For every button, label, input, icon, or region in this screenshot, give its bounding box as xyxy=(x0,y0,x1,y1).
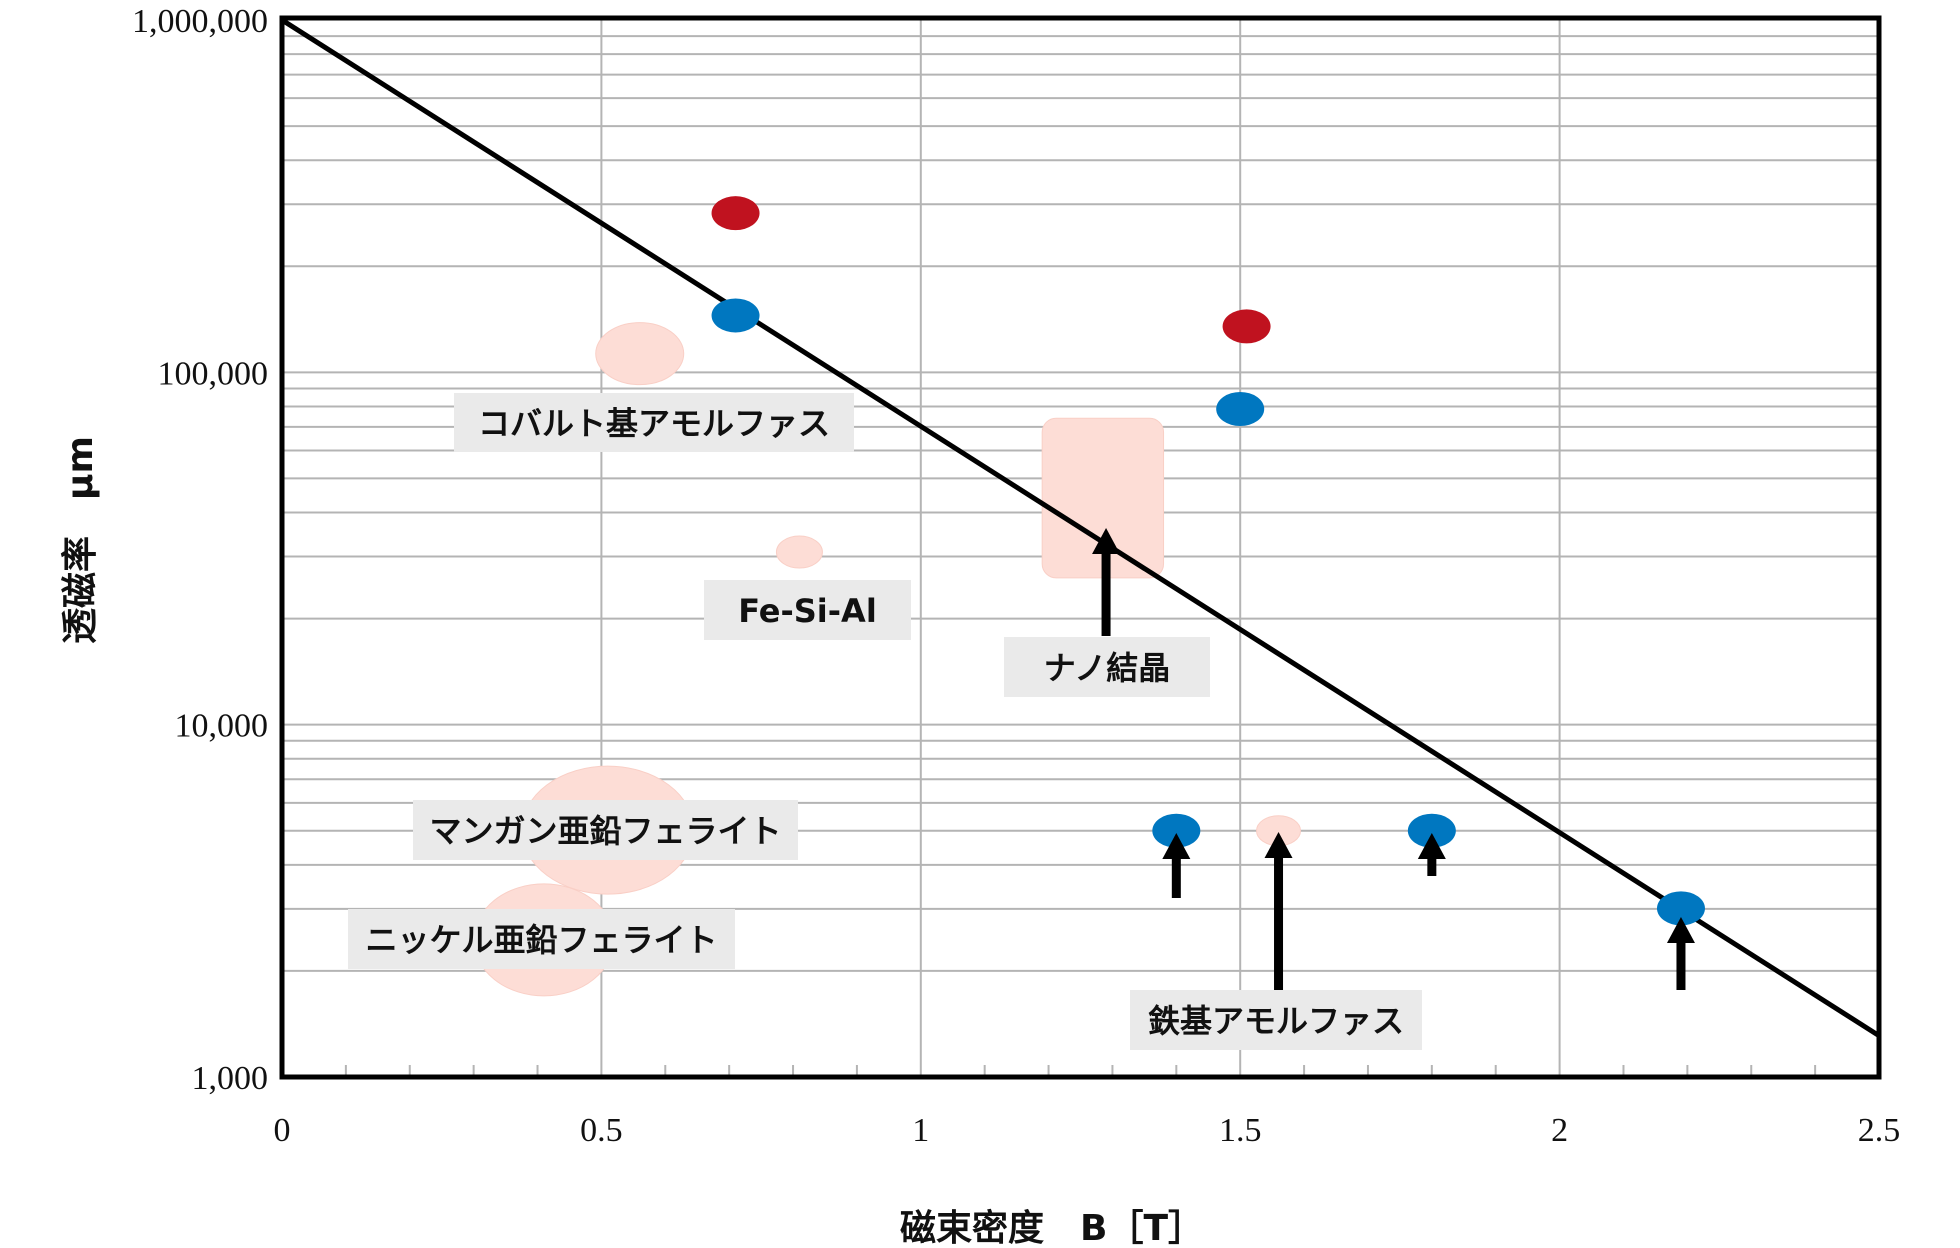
data-markers xyxy=(711,196,1705,926)
x-tick-label: 0.5 xyxy=(580,1112,623,1149)
red-marker xyxy=(711,196,760,231)
y-tick-label: 100,000 xyxy=(158,355,269,392)
red-marker xyxy=(1222,309,1271,344)
plot-border xyxy=(279,15,1882,1080)
y-tick-label: 10,000 xyxy=(175,708,269,745)
trend-line xyxy=(280,17,1881,1038)
label-box-fesial xyxy=(704,580,911,640)
plot-frame xyxy=(279,15,1882,1080)
trend-line-path xyxy=(280,17,1881,1038)
x-tick-label: 1.5 xyxy=(1219,1112,1262,1149)
y-tick-label: 1,000,000 xyxy=(132,3,268,40)
arrow-head xyxy=(1666,917,1695,943)
y-tick-label: 1,000 xyxy=(192,1060,269,1097)
region-ellipse xyxy=(595,322,685,386)
x-tick-label: 2.5 xyxy=(1858,1112,1901,1149)
x-tick-label: 0 xyxy=(274,1112,291,1149)
label-box-fe-amorphous xyxy=(1130,990,1422,1050)
blue-marker xyxy=(1407,813,1456,848)
annotation-arrows xyxy=(1092,528,1695,990)
label-box-mnzn xyxy=(413,800,798,860)
label-text-fe-amorphous: 鉄基アモルファス xyxy=(1148,1002,1404,1040)
arrow-head xyxy=(1417,833,1446,859)
label-text-fesial: Fe-Si-Al xyxy=(738,592,877,630)
label-box-cobalt xyxy=(454,393,854,452)
label-box-nizn xyxy=(348,909,735,969)
arrow-head xyxy=(1162,833,1191,859)
label-text-mnzn: マンガン亜鉛フェライト xyxy=(429,812,781,850)
y-axis-title: 透磁率 μm xyxy=(60,436,101,644)
region-ellipse xyxy=(775,535,823,569)
arrow-head xyxy=(1264,832,1293,858)
arrow-head xyxy=(1092,528,1121,554)
x-axis-tick-labels: 0 0.5 1 1.5 2 2.5 xyxy=(274,1112,1901,1149)
blue-marker xyxy=(1656,891,1705,926)
x-tick-label: 2 xyxy=(1551,1112,1568,1149)
label-box-nano xyxy=(1004,637,1210,697)
x-axis-title: 磁束密度 B［T］ xyxy=(900,1207,1204,1248)
label-text-nano: ナノ結晶 xyxy=(1044,649,1170,687)
blue-marker xyxy=(1216,391,1265,426)
annotation-labels: コバルト基アモルファス Fe-Si-Al ナノ結晶マンガン亜鉛フェライトニッケル亜鉛… xyxy=(348,393,1422,1050)
y-axis-tick-labels: 1,000,000 100,000 10,000 1,000 xyxy=(132,3,268,1097)
blue-marker xyxy=(1152,813,1201,848)
x-tick-label: 1 xyxy=(912,1112,929,1149)
label-text-cobalt: コバルト基アモルファス xyxy=(478,405,830,443)
label-text-nizn: ニッケル亜鉛フェライト xyxy=(365,921,717,959)
blue-marker xyxy=(711,298,760,333)
